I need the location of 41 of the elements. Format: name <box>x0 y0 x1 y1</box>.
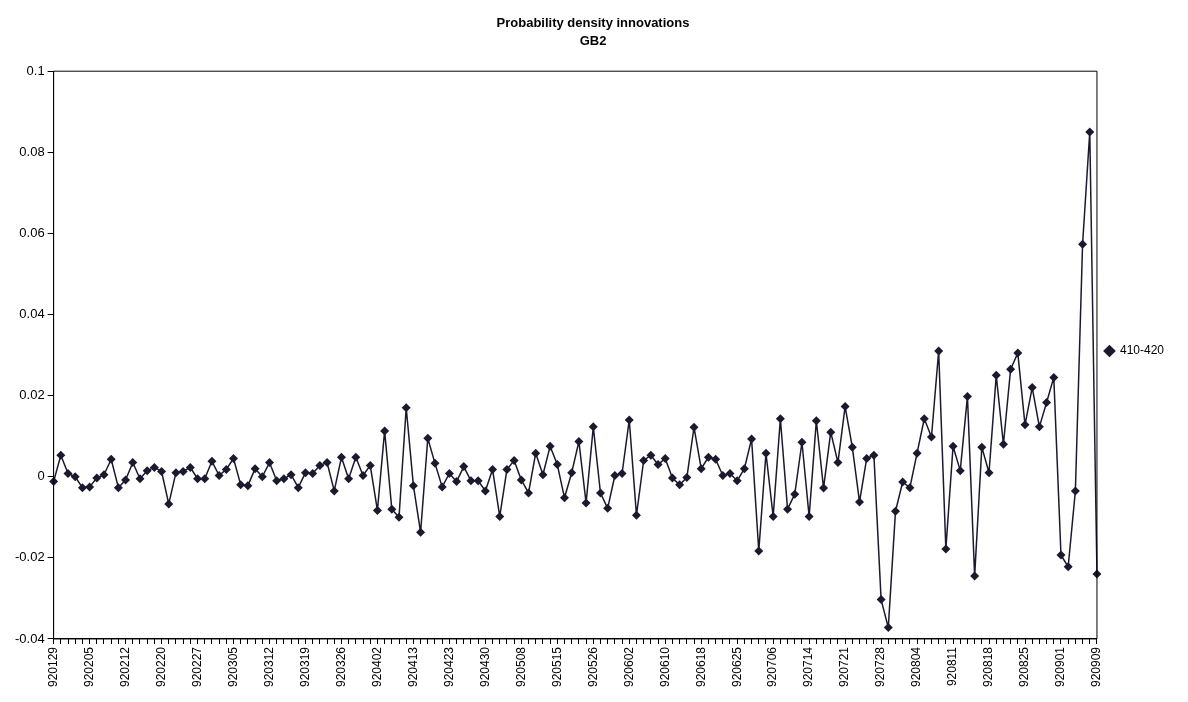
x-tick-label: 920220 <box>153 646 168 687</box>
y-tick-label: 0.02 <box>19 387 45 403</box>
y-tick-label: -0.02 <box>14 549 45 565</box>
x-tick-label: 920610 <box>657 646 672 687</box>
x-tick-label: 920721 <box>837 646 852 687</box>
x-tick-label: 920818 <box>981 646 996 687</box>
chart-title: Probability density innovations <box>496 15 690 31</box>
x-tick-label: 920909 <box>1089 646 1104 687</box>
x-tick-label: 920618 <box>693 646 708 687</box>
x-tick-label: 920526 <box>585 646 600 687</box>
x-tick-label: 920227 <box>189 646 204 687</box>
x-tick-label: 920825 <box>1017 646 1032 687</box>
x-tick-label: 920326 <box>333 646 348 687</box>
x-tick-label: 920728 <box>873 646 888 687</box>
x-tick-label: 920212 <box>117 646 132 687</box>
x-tick-label: 920205 <box>81 646 96 687</box>
x-tick-label: 920312 <box>261 646 276 687</box>
x-tick-label: 920515 <box>549 646 564 687</box>
x-tick-label: 920402 <box>369 646 384 687</box>
x-tick-label: 920305 <box>225 646 240 687</box>
x-tick-label: 920901 <box>1053 646 1068 687</box>
x-tick-label: 920508 <box>513 646 528 687</box>
chart-subtitle: GB2 <box>579 32 607 48</box>
y-tick-label: 0.1 <box>26 62 45 78</box>
x-tick-label: 920602 <box>621 646 636 687</box>
x-tick-label: 920430 <box>477 646 492 687</box>
y-tick-label: 0.06 <box>19 224 45 240</box>
legend-label: 410-420 <box>1119 343 1165 358</box>
x-tick-label: 920319 <box>297 646 312 687</box>
x-tick-label: 920706 <box>765 646 780 687</box>
y-tick-label: 0.04 <box>19 306 45 322</box>
x-tick-label: 920129 <box>45 646 60 687</box>
y-tick-label: 0 <box>37 468 45 484</box>
x-tick-label: 920804 <box>909 646 924 687</box>
y-tick-label: 0.08 <box>19 143 45 159</box>
x-tick-label: 920714 <box>801 646 816 687</box>
x-tick-label: 920413 <box>405 646 420 687</box>
x-tick-label: 920625 <box>729 646 744 687</box>
x-tick-label: 920811 <box>945 646 960 687</box>
x-tick-label: 920423 <box>441 646 456 687</box>
y-tick-label: -0.04 <box>14 630 45 646</box>
